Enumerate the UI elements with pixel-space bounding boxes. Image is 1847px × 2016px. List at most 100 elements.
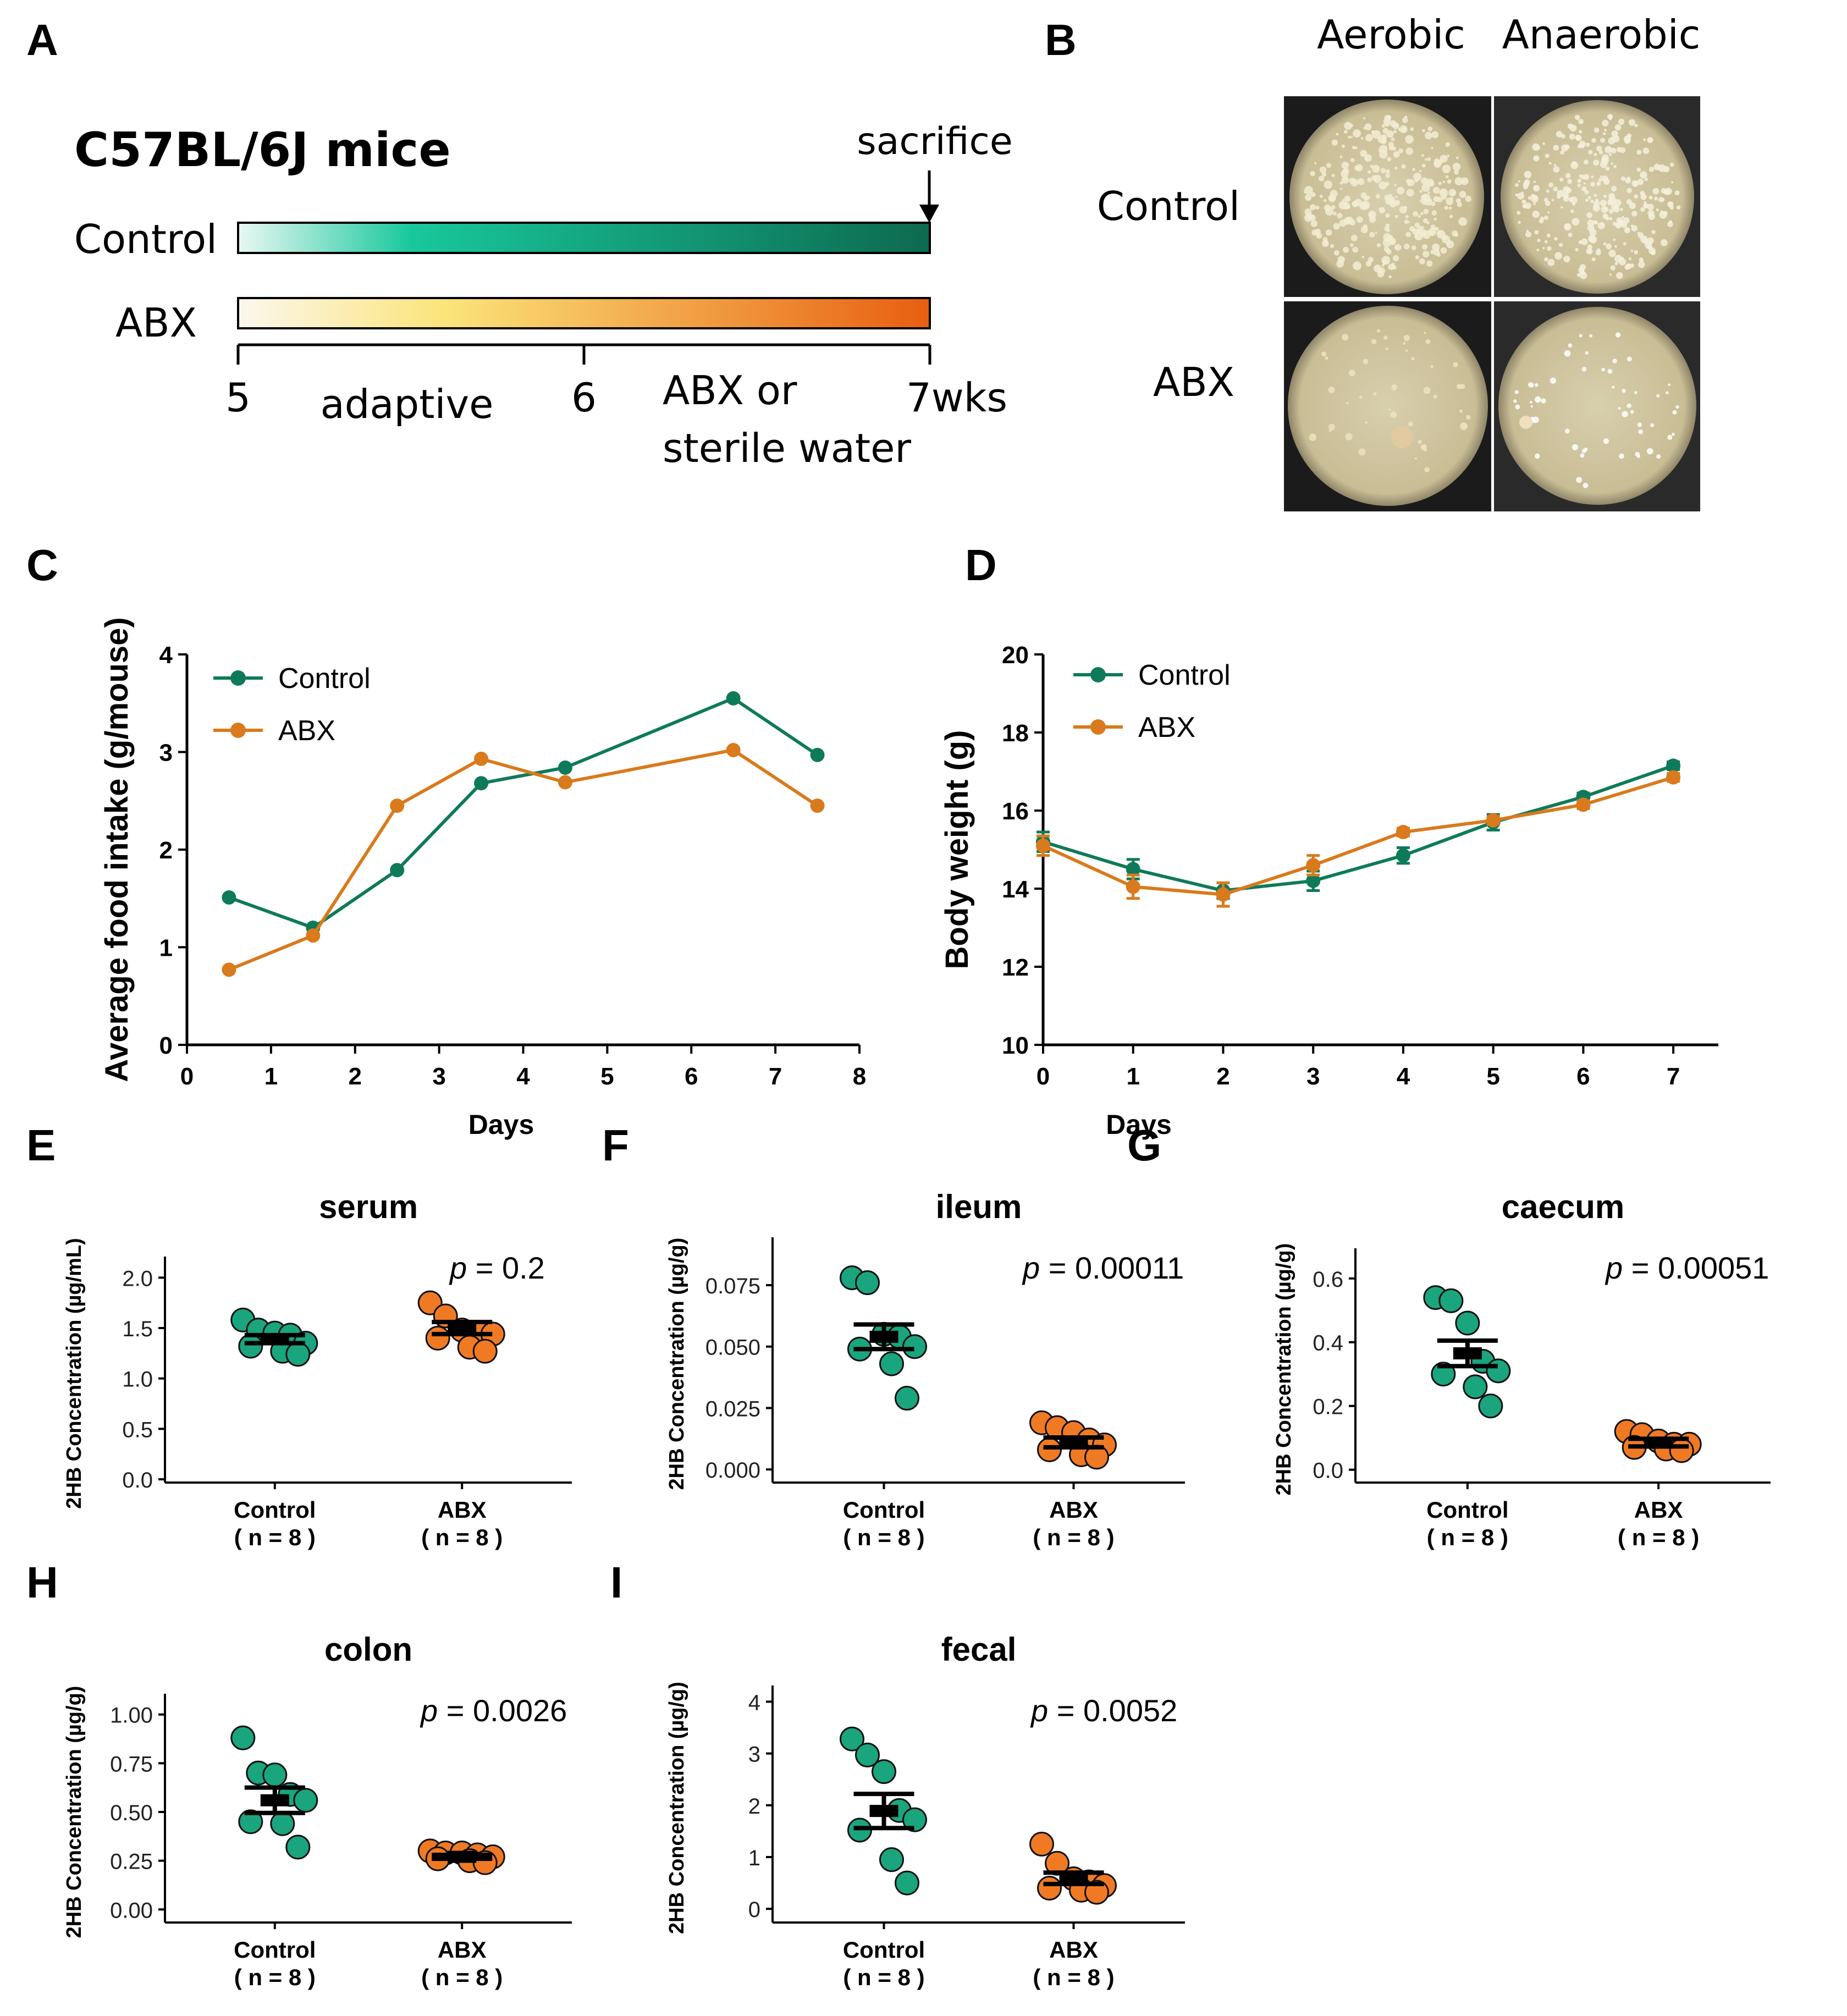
colony: [1548, 182, 1554, 188]
panel-label-g: G: [1127, 1121, 1161, 1170]
colony: [1570, 209, 1574, 213]
colony: [1526, 229, 1529, 233]
colony: [1385, 169, 1390, 174]
colony: [1356, 216, 1363, 223]
colony: [1444, 206, 1448, 210]
colony: [1411, 357, 1415, 361]
data-point-control: [262, 1762, 288, 1788]
colony: [1414, 222, 1420, 228]
colony: [1346, 163, 1349, 166]
colony: [1463, 425, 1467, 429]
x-tick-label: Control: [843, 1497, 925, 1523]
colony: [1440, 155, 1448, 163]
colony: [1360, 150, 1368, 157]
colony: [1586, 249, 1589, 251]
colony: [1344, 122, 1352, 130]
x-tick-label: 5: [1486, 1063, 1499, 1090]
x-tick-n-label: ( n = 8 ): [421, 1964, 503, 1990]
colony: [1521, 199, 1526, 205]
colony: [1355, 164, 1363, 172]
colony: [1437, 196, 1443, 202]
x-tick-label: 6: [1576, 1063, 1590, 1090]
colony: [1628, 257, 1631, 260]
colony: [1620, 222, 1625, 227]
data-point-abx: [1036, 838, 1050, 853]
colony: [1445, 175, 1449, 179]
colony: [1359, 395, 1363, 399]
colony: [1584, 447, 1588, 451]
y-tick-label: 0: [748, 1898, 760, 1922]
colony: [1379, 207, 1382, 211]
colony: [1558, 243, 1563, 247]
colony: [1330, 244, 1335, 249]
y-tick-label: 18: [1002, 720, 1029, 747]
colony: [1592, 205, 1597, 210]
x-tick-n-label: ( n = 8 ): [1618, 1524, 1699, 1550]
y-axis-label: 2HB Concentration (µg/g): [1272, 1243, 1295, 1496]
colony: [1368, 212, 1374, 218]
colony: [1348, 135, 1351, 139]
colony: [1541, 398, 1546, 404]
colony: [1304, 191, 1306, 194]
colony: [1390, 411, 1397, 418]
colony: [1391, 137, 1395, 141]
chart-title: colon: [324, 1631, 412, 1668]
data-point-abx: [726, 742, 741, 757]
colony: [1564, 428, 1570, 434]
colony: [1608, 208, 1614, 214]
colony: [1544, 240, 1548, 244]
colony: [1389, 196, 1396, 203]
colony: [1406, 189, 1414, 197]
data-point-control: [558, 760, 572, 775]
y-tick-label: 1.5: [122, 1317, 153, 1341]
colony: [1553, 186, 1558, 192]
colony: [1532, 210, 1540, 218]
colony: [1609, 273, 1612, 276]
y-tick-label: 2.0: [122, 1266, 153, 1291]
colony: [1628, 119, 1635, 126]
colony: [1431, 146, 1434, 149]
data-point-control: [1666, 758, 1681, 773]
colony: [1376, 329, 1381, 333]
colony: [1396, 123, 1399, 126]
colony: [1419, 170, 1422, 173]
data-point-abx: [306, 928, 321, 943]
colony: [1305, 194, 1312, 201]
colony: [1653, 163, 1661, 170]
colony: [1423, 208, 1429, 214]
colony: [1581, 186, 1587, 192]
colony: [1318, 175, 1325, 181]
y-axis-label: 2HB Concentration (µg/g): [665, 1682, 688, 1934]
data-point-control: [1306, 873, 1321, 888]
legend-label-abx: ABX: [278, 715, 335, 747]
colony: [1550, 377, 1557, 384]
colony: [1590, 181, 1596, 187]
colony: [1431, 131, 1439, 139]
colony: [1591, 257, 1596, 262]
colony: [1306, 213, 1314, 221]
colony: [1613, 164, 1617, 168]
colony: [1524, 170, 1532, 179]
y-tick-label: 2: [159, 837, 173, 864]
colony: [1640, 207, 1645, 212]
colony: [1648, 195, 1653, 200]
x-tick-n-label: ( n = 8 ): [1427, 1524, 1508, 1550]
colony: [1539, 218, 1544, 224]
colony: [1341, 169, 1349, 178]
colony: [1424, 197, 1433, 206]
colony: [1584, 190, 1589, 195]
colony: [1338, 201, 1348, 210]
colony: [1631, 225, 1638, 232]
colony: [1404, 115, 1408, 119]
colony: [1528, 382, 1534, 388]
colony: [1611, 136, 1614, 140]
colony: [1348, 370, 1355, 377]
colony: [1394, 244, 1402, 251]
colony: [1625, 178, 1631, 184]
colony: [1656, 208, 1659, 212]
colony: [1600, 175, 1603, 178]
colony: [1674, 190, 1680, 196]
y-tick-label: 16: [1002, 798, 1029, 825]
colony: [1421, 177, 1429, 185]
y-tick-label: 0.75: [110, 1752, 153, 1776]
